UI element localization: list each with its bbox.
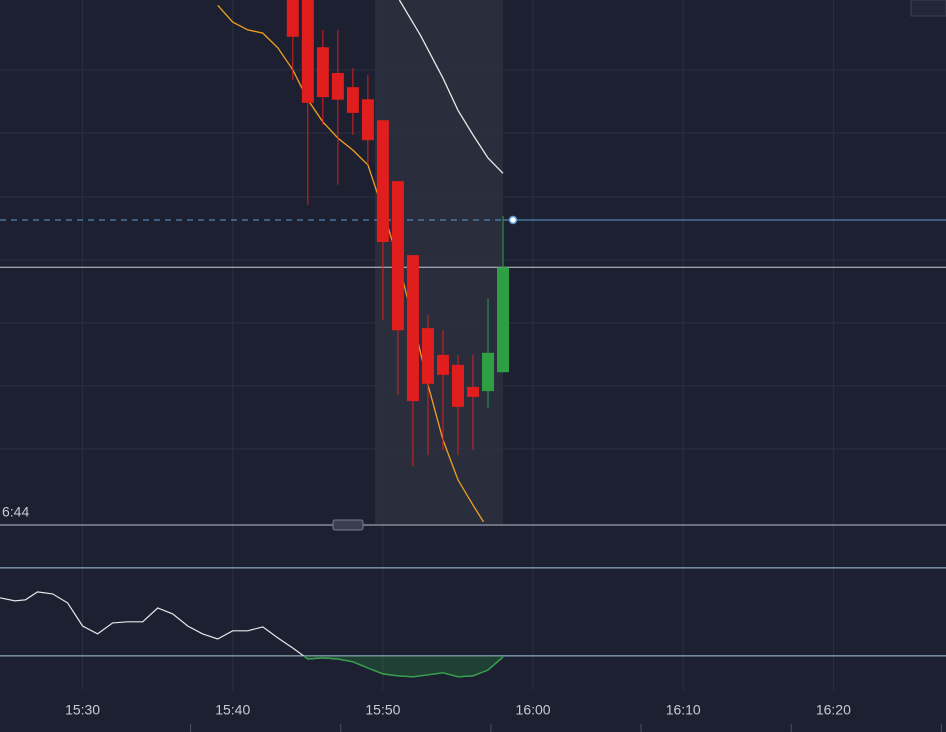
candle-body <box>346 87 359 113</box>
candle-body <box>391 181 404 331</box>
x-tick-label: 16:20 <box>816 702 851 718</box>
candle-body <box>436 354 449 375</box>
candle-body <box>376 120 389 243</box>
x-tick-label: 15:50 <box>365 702 400 718</box>
candle-body <box>301 0 314 103</box>
candle-body <box>497 267 510 373</box>
corner-box <box>910 0 946 17</box>
candle-body <box>406 255 419 402</box>
candle-body <box>316 47 329 98</box>
overlay-line <box>398 0 504 174</box>
x-tick-label: 16:10 <box>666 702 701 718</box>
candle-body <box>421 328 434 384</box>
oscillator-low-fill <box>303 655 504 677</box>
candle-body <box>467 386 479 397</box>
candle-body <box>331 72 344 100</box>
oscillator-low <box>302 655 504 678</box>
countdown-label: 6:44 <box>2 504 29 520</box>
x-tick-label: 15:40 <box>215 702 250 718</box>
candle-body <box>286 0 299 37</box>
panel-handle <box>332 519 364 531</box>
candle-body <box>451 364 464 407</box>
x-tick-label: 15:30 <box>65 702 100 718</box>
oscillator-low-line <box>302 655 504 678</box>
price-dot <box>508 215 518 225</box>
x-tick-label: 16:00 <box>516 702 551 718</box>
candle-body <box>482 352 495 392</box>
candle-body <box>361 99 374 141</box>
